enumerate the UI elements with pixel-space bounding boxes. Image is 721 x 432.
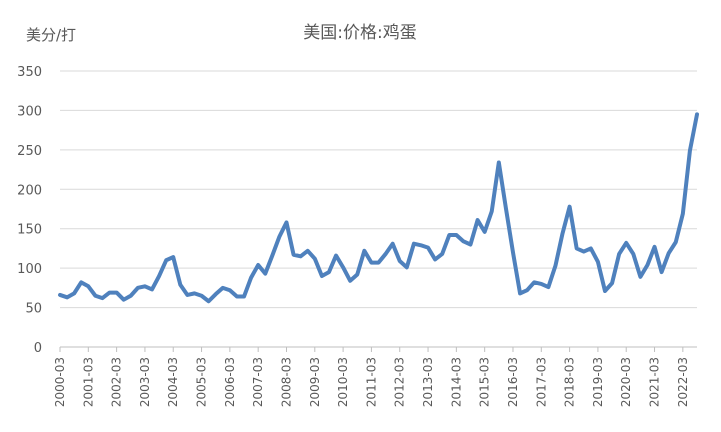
x-tick-label: 2015-03 [478, 357, 492, 407]
x-tick-label: 2008-03 [279, 357, 293, 407]
x-tick-label: 2001-03 [81, 357, 95, 407]
x-tick-label: 2004-03 [166, 357, 180, 407]
x-tick-label: 2018-03 [563, 357, 577, 407]
series-line-egg-price [58, 112, 699, 304]
x-tick-label: 2017-03 [534, 357, 548, 407]
x-tick-label: 2009-03 [308, 357, 322, 407]
gridlines [60, 70, 697, 348]
series-group [58, 112, 699, 304]
x-tick-label: 2020-03 [619, 357, 633, 407]
x-tick-label: 2011-03 [364, 357, 378, 407]
y-axis-unit-label: 美分/打 [26, 26, 76, 44]
y-tick-label: 100 [17, 262, 42, 277]
x-tick-label: 2006-03 [223, 357, 237, 407]
x-tick-label: 2013-03 [421, 357, 435, 407]
x-tick-label: 2002-03 [110, 357, 124, 407]
x-tick-label: 2019-03 [591, 357, 605, 407]
x-tick-label: 2000-03 [53, 357, 67, 407]
x-axis-ticks: 2000-03 2001-03 2002-03 2003-03 2004-03 2005-… [53, 347, 690, 407]
x-tick-label: 2021-03 [648, 357, 662, 407]
x-tick-label: 2007-03 [251, 357, 265, 407]
x-tick-label: 2022-03 [676, 357, 690, 407]
y-tick-label: 300 [17, 104, 42, 119]
x-tick-label: 2010-03 [336, 357, 350, 407]
y-tick-label: 250 [17, 144, 42, 159]
y-tick-label: 350 [17, 65, 42, 80]
y-tick-label: 200 [17, 183, 42, 198]
y-tick-label: 50 [25, 302, 42, 317]
chart-title: 美国:价格:鸡蛋 [303, 23, 416, 43]
y-tick-label: 0 [34, 341, 42, 356]
x-tick-label: 2003-03 [138, 357, 152, 407]
x-tick-label: 2014-03 [449, 357, 463, 407]
x-tick-label: 2016-03 [506, 357, 520, 407]
x-tick-label: 2012-03 [393, 357, 407, 407]
y-axis-ticks: 0 50 100 150 200 250 300 350 [17, 65, 42, 356]
y-tick-label: 150 [17, 223, 42, 238]
x-tick-label: 2005-03 [195, 357, 209, 407]
